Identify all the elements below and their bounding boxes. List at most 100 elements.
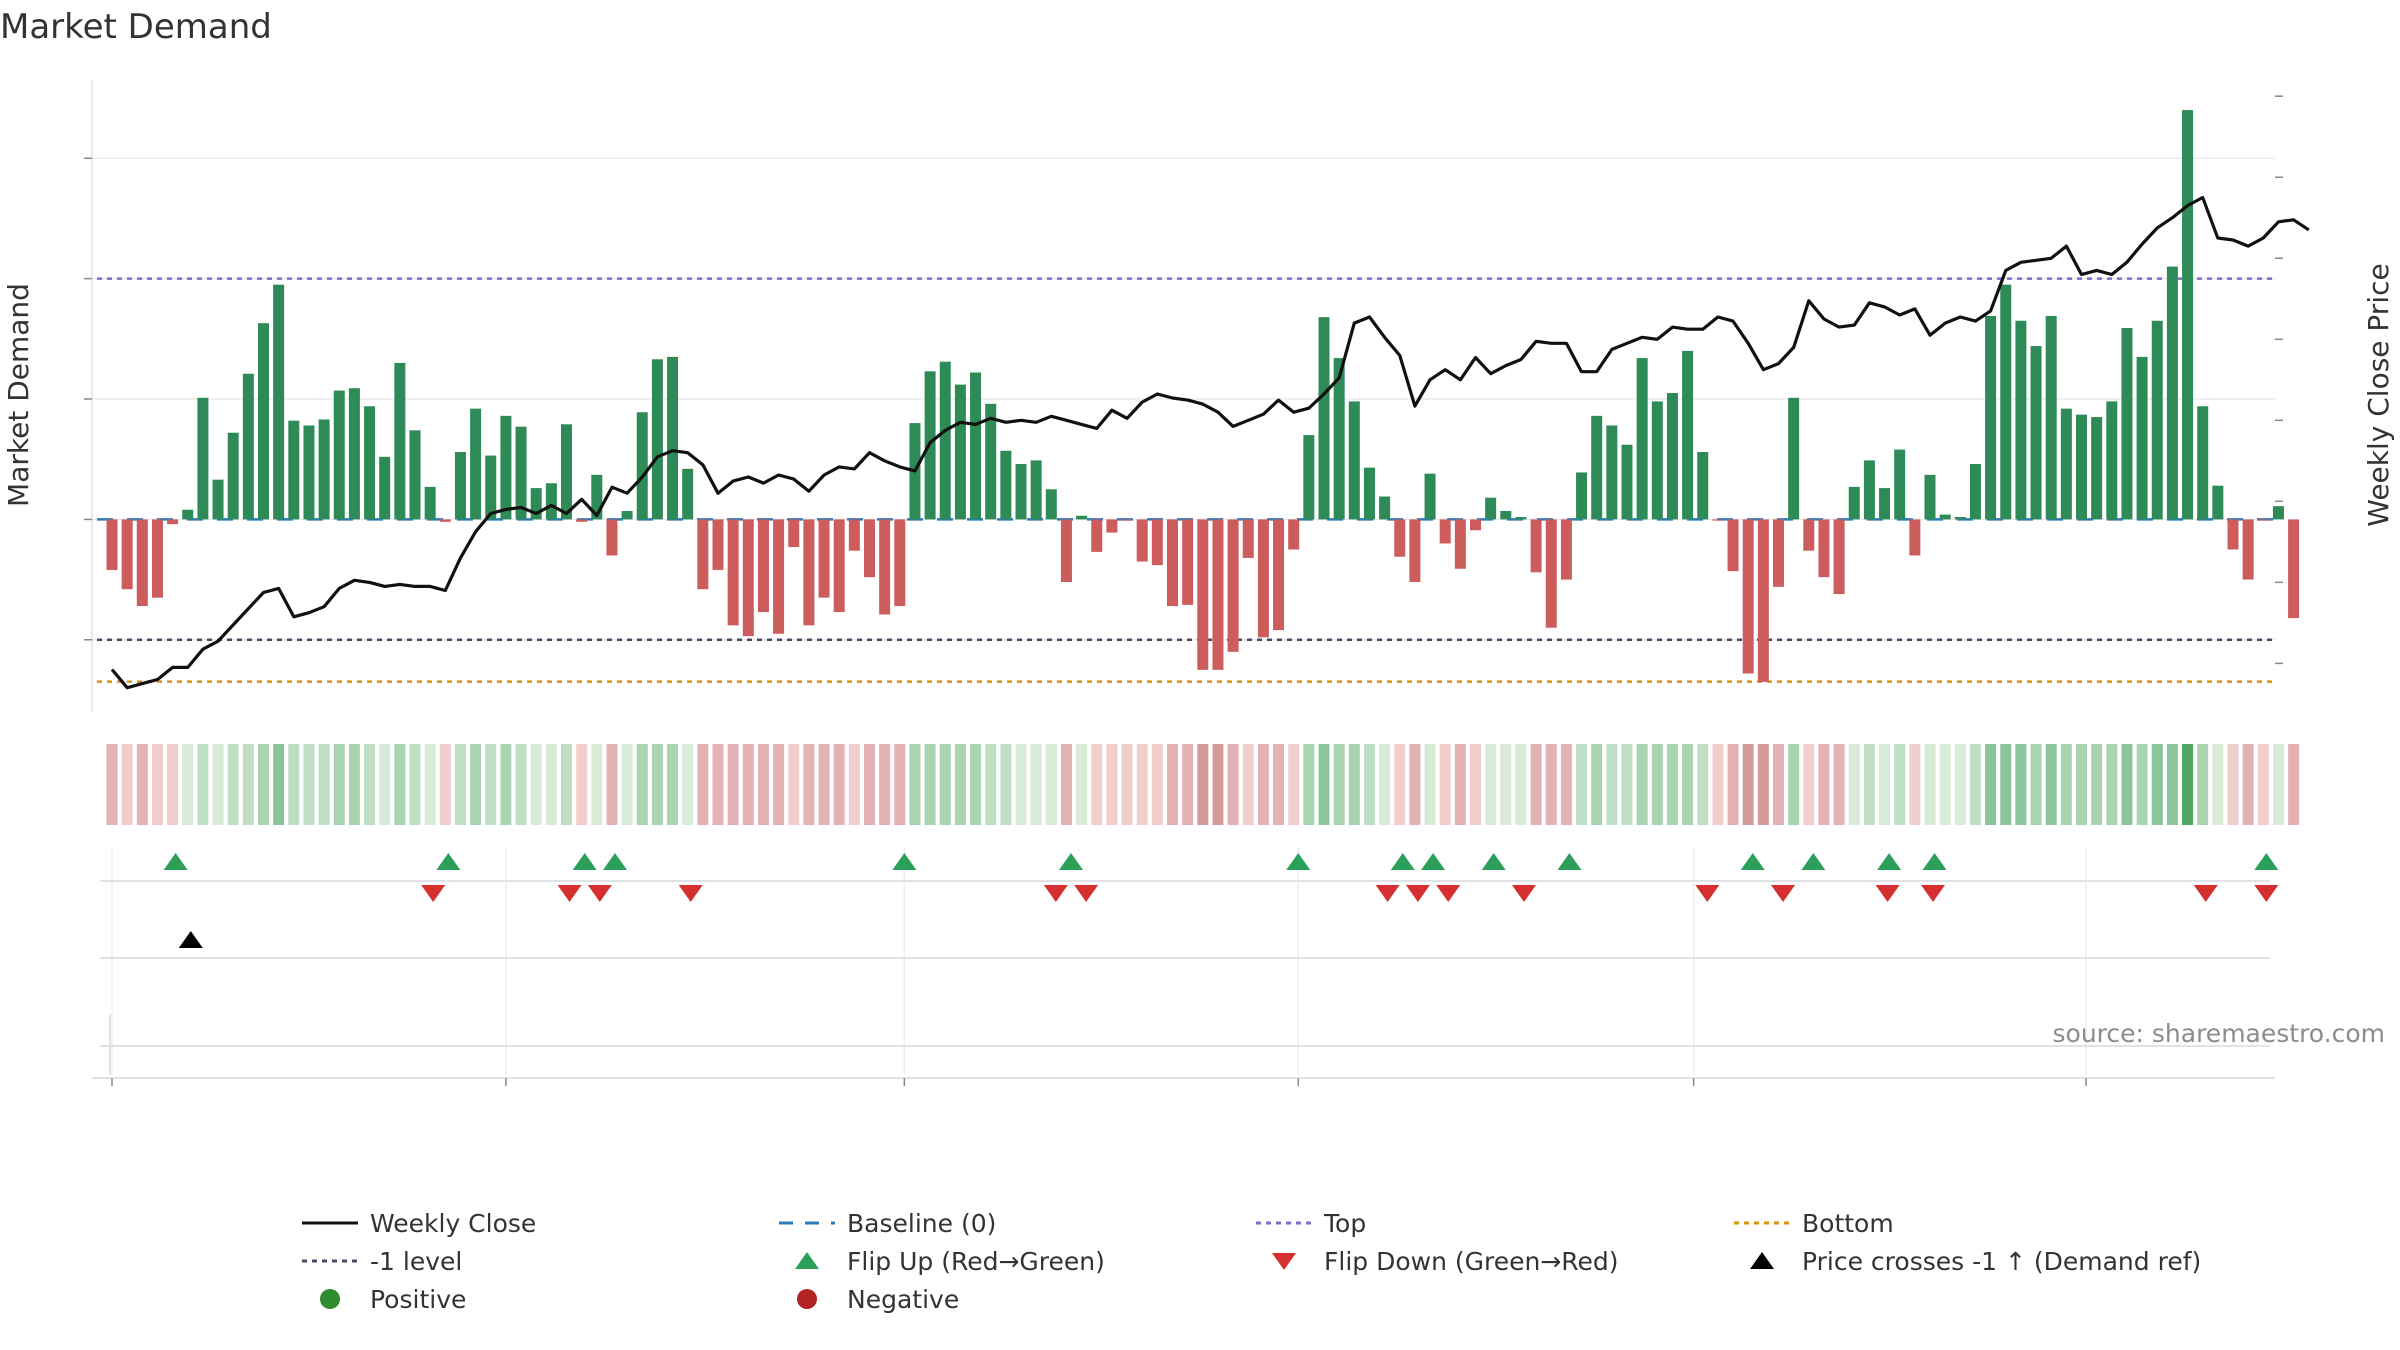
flip-down-marker: [557, 885, 582, 902]
heat-cell: [1894, 744, 1906, 825]
heat-cell: [1212, 744, 1224, 825]
heat-cell: [197, 744, 209, 825]
legend-item: -1 level: [300, 1243, 462, 1279]
demand-bar: [1773, 519, 1784, 587]
heat-cell: [121, 744, 133, 825]
demand-bar: [667, 356, 679, 520]
legend-label: Bottom: [1802, 1208, 1894, 1238]
demand-bar: [1212, 519, 1224, 670]
demand-bar: [2136, 356, 2148, 520]
heat-cell: [1969, 744, 1981, 825]
heat-cell: [1167, 744, 1178, 825]
demand-bar: [757, 519, 769, 613]
demand-bar: [2242, 519, 2254, 580]
heat-cell: [2106, 744, 2118, 825]
heat-cell: [1500, 744, 1512, 825]
demand-bar: [1060, 519, 1072, 582]
demand-bar: [288, 420, 300, 520]
demand-bar: [1515, 516, 1527, 520]
heat-cell: [1848, 744, 1860, 825]
heat-cell: [2212, 744, 2224, 825]
flip-down-marker: [2254, 885, 2279, 902]
heat-cell: [2242, 744, 2254, 825]
heat-cell: [1651, 744, 1663, 825]
flip-up-marker: [1481, 853, 1506, 870]
heat-cell: [1606, 744, 1618, 825]
flip-up-marker: [1421, 853, 1446, 870]
triangle-up-icon: [1750, 1252, 1774, 1269]
demand-bar: [1485, 497, 1497, 520]
line-dotted-icon: [302, 1259, 358, 1263]
demand-bar: [2015, 320, 2027, 520]
demand-bar: [2060, 408, 2072, 520]
heat-cell: [1288, 744, 1300, 825]
demand-bar: [1879, 488, 1891, 520]
demand-bar: [1969, 464, 1981, 520]
demand-bar: [1530, 519, 1542, 573]
heat-cell: [2121, 744, 2133, 825]
demand-bar: [1394, 519, 1406, 557]
heat-cell: [2060, 744, 2072, 825]
weekly-close-line: [110, 195, 2310, 690]
demand-bar: [515, 426, 527, 520]
heat-cell: [1182, 744, 1194, 825]
heat-cell: [2015, 744, 2027, 825]
line-dotted-icon: [1734, 1221, 1790, 1225]
demand-bar: [727, 519, 739, 626]
heat-cell: [682, 744, 694, 825]
flip-down-marker: [1436, 885, 1461, 902]
heat-cell: [1333, 744, 1345, 825]
heat-cell: [485, 744, 497, 825]
demand-bar: [470, 408, 482, 520]
heat-cell: [379, 744, 391, 825]
demand-bar: [2030, 346, 2042, 520]
demand-bar: [1015, 464, 1027, 520]
demand-bar: [833, 519, 845, 613]
heat-cell: [970, 744, 982, 825]
demand-bar: [1788, 397, 1800, 520]
demand-bar: [651, 359, 663, 520]
flip-down-marker: [587, 885, 612, 902]
heat-cell: [1954, 744, 1966, 825]
heat-cell: [1530, 744, 1542, 825]
heat-cell: [1318, 744, 1330, 825]
legend: Weekly Close Baseline (0) Top Bottom -1 leve…: [300, 1205, 2300, 1325]
heat-cell: [318, 744, 330, 825]
demand-bar: [242, 373, 254, 520]
heat-cell: [667, 744, 679, 825]
heat-cell: [939, 744, 951, 825]
heat-cell: [1303, 744, 1315, 825]
heat-cell: [424, 744, 436, 825]
demand-bar: [2272, 506, 2284, 520]
demand-bar: [2000, 284, 2012, 520]
heat-cell: [2272, 744, 2284, 825]
heat-cell: [2045, 744, 2057, 825]
heat-cell: [470, 744, 482, 825]
demand-bar: [1257, 519, 1269, 638]
heat-cell: [348, 744, 360, 825]
demand-bar: [1818, 519, 1830, 578]
heat-cell: [333, 744, 345, 825]
heat-cell: [1424, 744, 1436, 825]
source-note: source: sharemaestro.com: [2053, 1019, 2386, 1048]
demand-bar: [1182, 519, 1194, 605]
flip-down-marker: [1695, 885, 1720, 902]
heat-cell: [2030, 744, 2042, 825]
demand-bar: [1121, 519, 1133, 521]
demand-bar: [151, 519, 163, 598]
demand-bar: [1424, 473, 1436, 520]
legend-item: Positive: [300, 1281, 466, 1317]
legend-item: Flip Down (Green→Red): [1254, 1243, 1619, 1279]
flip-up-marker: [1801, 853, 1826, 870]
demand-bar: [2121, 327, 2133, 520]
heat-cell: [2197, 744, 2209, 825]
y2-axis-label: Weekly Close Price: [2362, 263, 2395, 526]
heat-cell: [1924, 744, 1936, 825]
heat-cell: [1363, 744, 1375, 825]
demand-bars: [106, 110, 2300, 682]
flip-down-marker: [678, 885, 703, 902]
demand-bar: [954, 384, 966, 520]
demand-bar: [985, 403, 997, 520]
heat-cell: [864, 744, 875, 825]
heat-cell: [621, 744, 633, 825]
